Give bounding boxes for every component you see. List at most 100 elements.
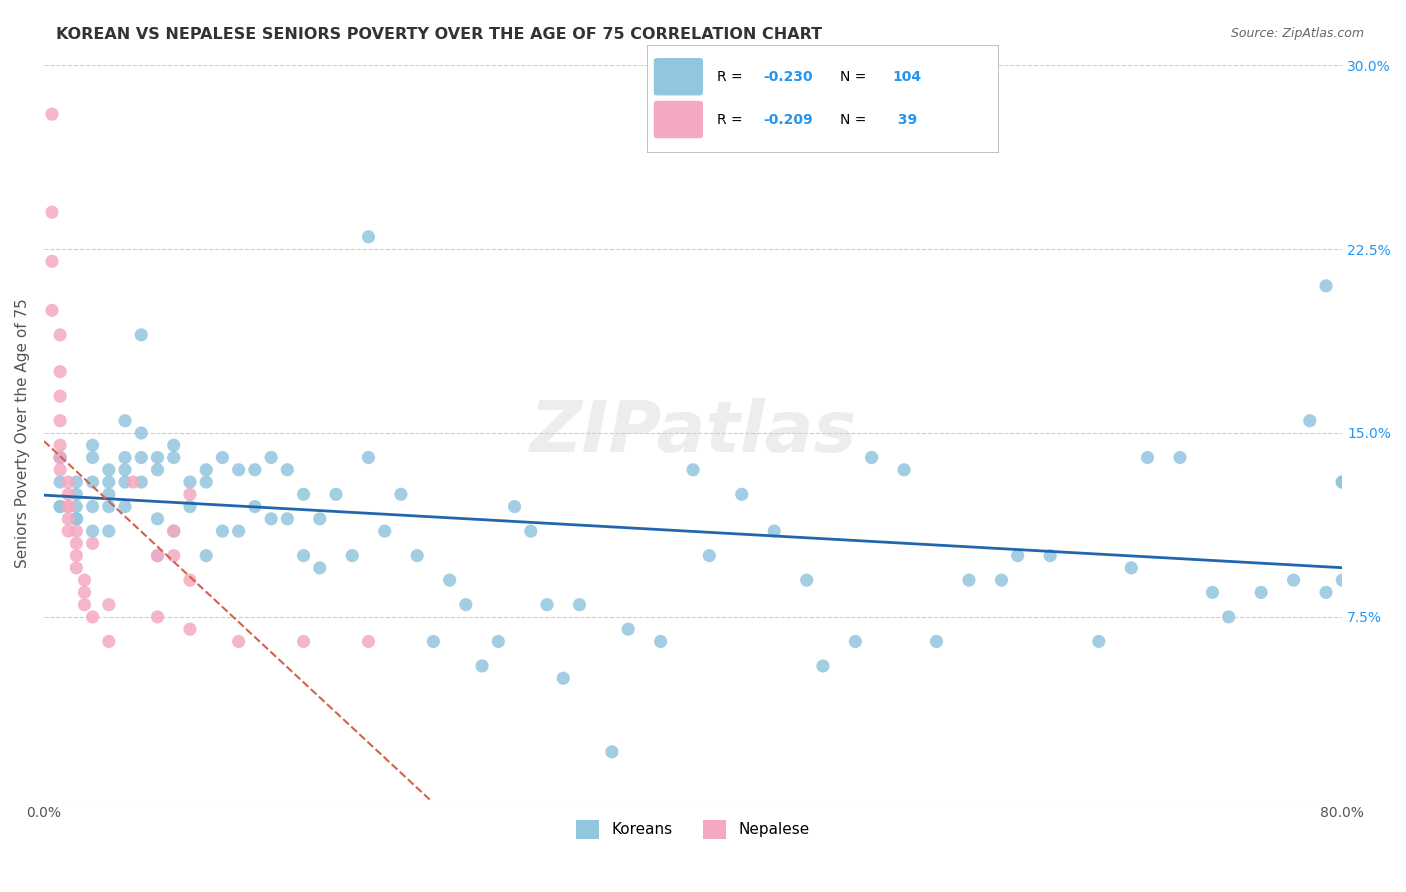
Text: Source: ZipAtlas.com: Source: ZipAtlas.com (1230, 27, 1364, 40)
Point (1121, 561, 1143, 575)
Point (1039, 549, 1062, 563)
Point (1331, 573, 1354, 587)
Text: N =: N = (841, 112, 870, 127)
Point (308, 512, 330, 526)
Text: N =: N = (841, 70, 870, 84)
Point (82, 450, 104, 465)
Point (49, 475, 72, 489)
Point (179, 475, 201, 489)
Text: 39: 39 (893, 112, 917, 127)
Point (65, 512, 87, 526)
Point (1315, 585, 1337, 599)
Point (860, 450, 883, 465)
Point (357, 634, 380, 648)
Point (486, 634, 509, 648)
Point (292, 487, 315, 501)
Point (97, 524, 120, 538)
Point (82, 610, 104, 624)
Text: ZIPatlas: ZIPatlas (530, 399, 856, 467)
FancyBboxPatch shape (654, 58, 703, 95)
Point (49, 450, 72, 465)
Point (503, 500, 526, 514)
Point (97, 500, 120, 514)
Point (82, 500, 104, 514)
Point (73, 573, 96, 587)
Point (163, 438, 186, 452)
Point (97, 463, 120, 477)
Text: R =: R = (717, 70, 747, 84)
Point (49, 438, 72, 452)
Point (617, 622, 640, 636)
Point (536, 598, 558, 612)
Point (600, 745, 623, 759)
Point (49, 450, 72, 465)
Point (553, 671, 575, 685)
Point (228, 463, 250, 477)
Point (179, 622, 201, 636)
Point (65, 487, 87, 501)
Point (406, 549, 429, 563)
Point (97, 475, 120, 489)
Point (925, 634, 948, 648)
Point (114, 463, 136, 477)
Point (342, 549, 364, 563)
Point (276, 512, 298, 526)
Point (228, 524, 250, 538)
Point (82, 475, 104, 489)
FancyBboxPatch shape (654, 101, 703, 138)
Point (454, 598, 477, 612)
Point (58, 475, 80, 489)
Point (731, 487, 754, 501)
Point (58, 487, 80, 501)
Point (243, 463, 266, 477)
Point (65, 500, 87, 514)
Point (41, 205, 63, 219)
Y-axis label: Seniors Poverty Over the Age of 75: Seniors Poverty Over the Age of 75 (15, 298, 30, 568)
Point (308, 561, 330, 575)
Point (129, 327, 152, 342)
Point (58, 500, 80, 514)
Point (65, 524, 87, 538)
Point (276, 463, 298, 477)
Point (228, 634, 250, 648)
Point (49, 365, 72, 379)
Point (650, 634, 672, 648)
Point (82, 536, 104, 550)
Point (1168, 450, 1191, 465)
Point (58, 524, 80, 538)
Point (41, 254, 63, 268)
Point (82, 438, 104, 452)
Point (65, 512, 87, 526)
Point (114, 500, 136, 514)
Point (179, 573, 201, 587)
Point (65, 512, 87, 526)
Point (893, 463, 915, 477)
Point (211, 450, 233, 465)
Point (520, 524, 543, 538)
Text: 104: 104 (893, 70, 922, 84)
Point (65, 549, 87, 563)
Point (49, 327, 72, 342)
Point (389, 487, 412, 501)
Point (163, 549, 186, 563)
Point (1331, 475, 1354, 489)
Point (957, 573, 980, 587)
Point (49, 500, 72, 514)
Text: R =: R = (717, 112, 747, 127)
Point (195, 549, 218, 563)
Point (179, 487, 201, 501)
Point (146, 463, 169, 477)
Point (325, 487, 347, 501)
Point (179, 500, 201, 514)
Point (568, 598, 591, 612)
Point (763, 524, 786, 538)
Point (1201, 585, 1223, 599)
Text: -0.230: -0.230 (762, 70, 813, 84)
Point (243, 500, 266, 514)
Point (146, 549, 169, 563)
Point (65, 475, 87, 489)
Point (357, 229, 380, 244)
Point (146, 450, 169, 465)
Point (49, 463, 72, 477)
Point (49, 500, 72, 514)
